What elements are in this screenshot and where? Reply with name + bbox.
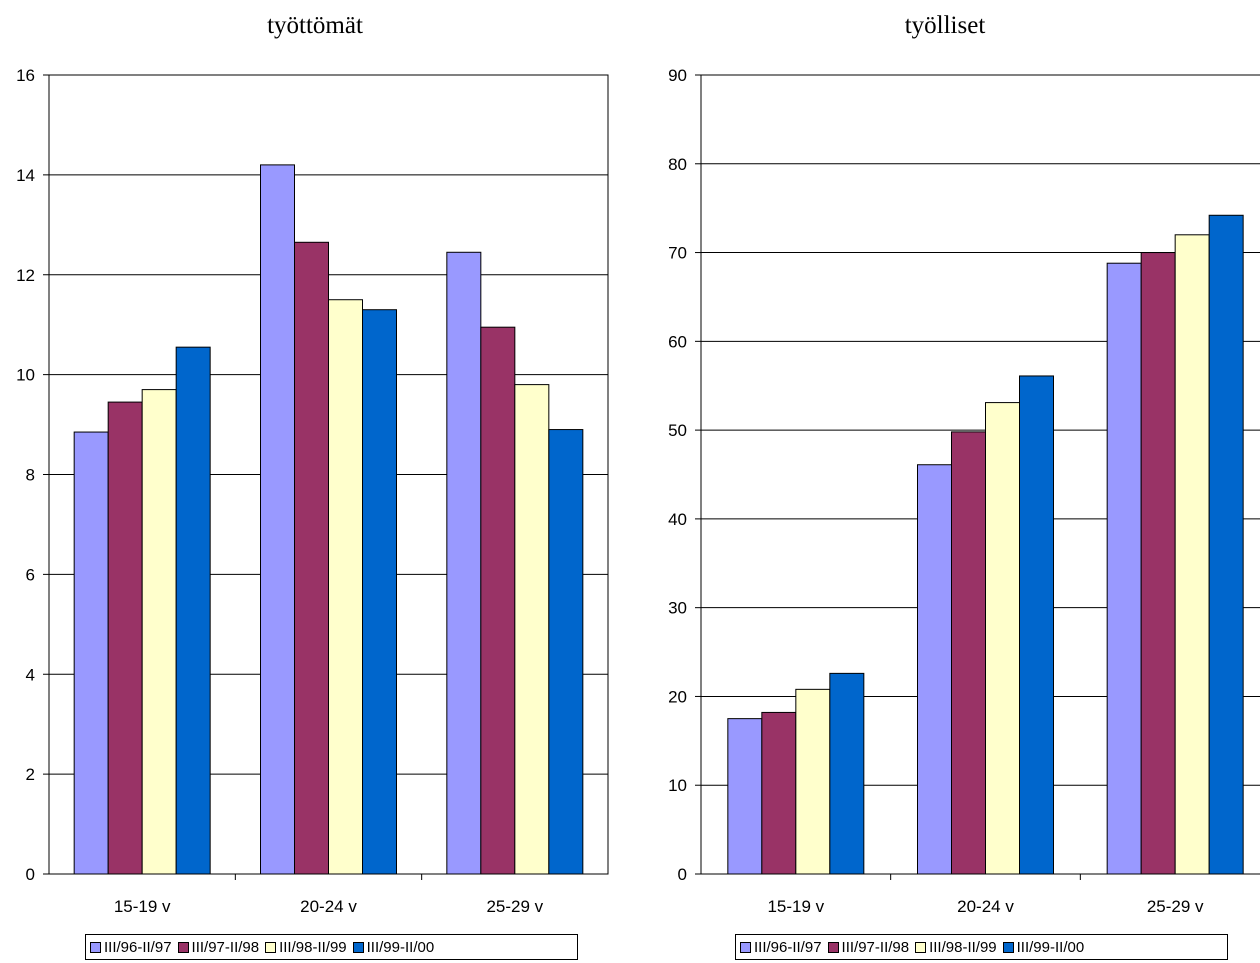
y-tick-label: 14 — [16, 166, 35, 185]
bar — [362, 309, 397, 875]
y-tick-label: 60 — [668, 332, 687, 351]
x-tick-label: 25-29 v — [486, 897, 543, 916]
bar — [294, 241, 329, 875]
x-tick-label: 20-24 v — [957, 897, 1014, 916]
legend-item: III/99-II/00 — [352, 938, 435, 956]
y-tick-label: 16 — [16, 66, 35, 85]
bar — [1208, 214, 1244, 875]
y-tick-label: 2 — [26, 765, 35, 784]
legend-item: III/99-II/00 — [1002, 938, 1085, 956]
x-tick-label: 20-24 v — [300, 897, 357, 916]
bar — [73, 431, 109, 875]
legend-item: III/96-II/97 — [90, 939, 172, 956]
y-tick-label: 30 — [668, 599, 687, 618]
chart-tyolliset: työlliset 0 10 20 30 40 50 60 70 80 90 15-19 v 20-2… — [630, 0, 1260, 963]
y-tick-label: 0 — [26, 865, 35, 884]
legend-swatch — [265, 941, 277, 953]
y-tick-label: 10 — [668, 776, 687, 795]
bar — [1174, 234, 1210, 875]
legend-swatch — [90, 941, 101, 953]
x-tick-label: 15-19 v — [767, 897, 824, 916]
legend-swatch — [177, 941, 189, 953]
legend-label: III/99-II/00 — [366, 938, 435, 956]
chart-title: työlliset — [904, 12, 986, 39]
legend: III/96-II/97 III/97-II/98 III/98-II/99 I… — [85, 934, 578, 960]
legend-label: III/96-II/97 — [754, 938, 822, 956]
legend-label: III/97-II/98 — [191, 938, 260, 956]
plot-area: 0 10 20 30 40 50 60 70 80 90 15-19 v 20-24 v 25-29 v — [668, 66, 1260, 916]
legend-item: III/98-II/99 — [915, 939, 997, 956]
bar — [727, 718, 763, 875]
chart-title: työttömät — [267, 12, 363, 39]
y-tick-label: 0 — [678, 865, 687, 884]
y-tick-label: 50 — [668, 421, 687, 440]
legend: III/96-II/97 III/97-II/98 III/98-II/99 I… — [735, 934, 1228, 960]
plot-frame — [48, 74, 609, 875]
bar — [480, 326, 516, 875]
bar — [917, 464, 952, 875]
y-tick-label: 10 — [16, 366, 35, 385]
legend-swatch — [352, 941, 364, 953]
bar — [951, 431, 986, 875]
bar — [1019, 375, 1054, 875]
legend-swatch — [740, 941, 751, 953]
x-tick-label: 15-19 v — [114, 897, 171, 916]
y-tick-label: 4 — [26, 665, 35, 684]
legend-swatch — [1002, 941, 1014, 953]
legend-swatch — [827, 941, 839, 953]
bar — [260, 164, 295, 875]
y-tick-label: 12 — [16, 266, 35, 285]
legend-label: III/98-II/99 — [929, 938, 997, 956]
legend-swatch — [915, 941, 927, 953]
bar — [548, 429, 584, 875]
bar — [141, 389, 177, 875]
bar — [446, 251, 482, 875]
y-tick-label: 80 — [668, 155, 687, 174]
bar — [1140, 252, 1176, 875]
bar — [985, 402, 1020, 875]
legend-label: III/97-II/98 — [841, 938, 910, 956]
plot-area: 0 2 4 6 8 10 12 14 16 15-19 v 20-24 v 25-29 v — [16, 66, 609, 916]
bar — [328, 299, 363, 875]
y-tick-label: 70 — [668, 244, 687, 263]
legend-item: III/97-II/98 — [827, 938, 910, 956]
bar — [829, 672, 865, 875]
bar — [761, 711, 797, 875]
chart-tyottomat: työttömät 0 2 4 6 8 10 12 14 16 15-19 v 20-24 v 25-… — [16, 12, 609, 960]
y-tick-label: 40 — [668, 510, 687, 529]
x-tick-label: 25-29 v — [1147, 897, 1204, 916]
legend-label: III/99-II/00 — [1016, 938, 1085, 956]
legend-item: III/97-II/98 — [177, 938, 260, 956]
y-tick-label: 90 — [668, 66, 687, 85]
y-tick-label: 6 — [26, 565, 35, 584]
bar — [175, 346, 211, 875]
legend-item: III/96-II/97 — [740, 939, 822, 956]
y-tick-label: 20 — [668, 687, 687, 706]
bar — [514, 384, 550, 875]
bar — [107, 401, 143, 875]
bar — [795, 688, 831, 875]
legend-label: III/98-II/99 — [279, 938, 347, 956]
plot-frame — [700, 74, 1260, 875]
y-tick-label: 8 — [26, 466, 35, 485]
bar — [1106, 262, 1142, 875]
legend-label: III/96-II/97 — [104, 938, 172, 956]
legend-item: III/98-II/99 — [265, 939, 347, 956]
